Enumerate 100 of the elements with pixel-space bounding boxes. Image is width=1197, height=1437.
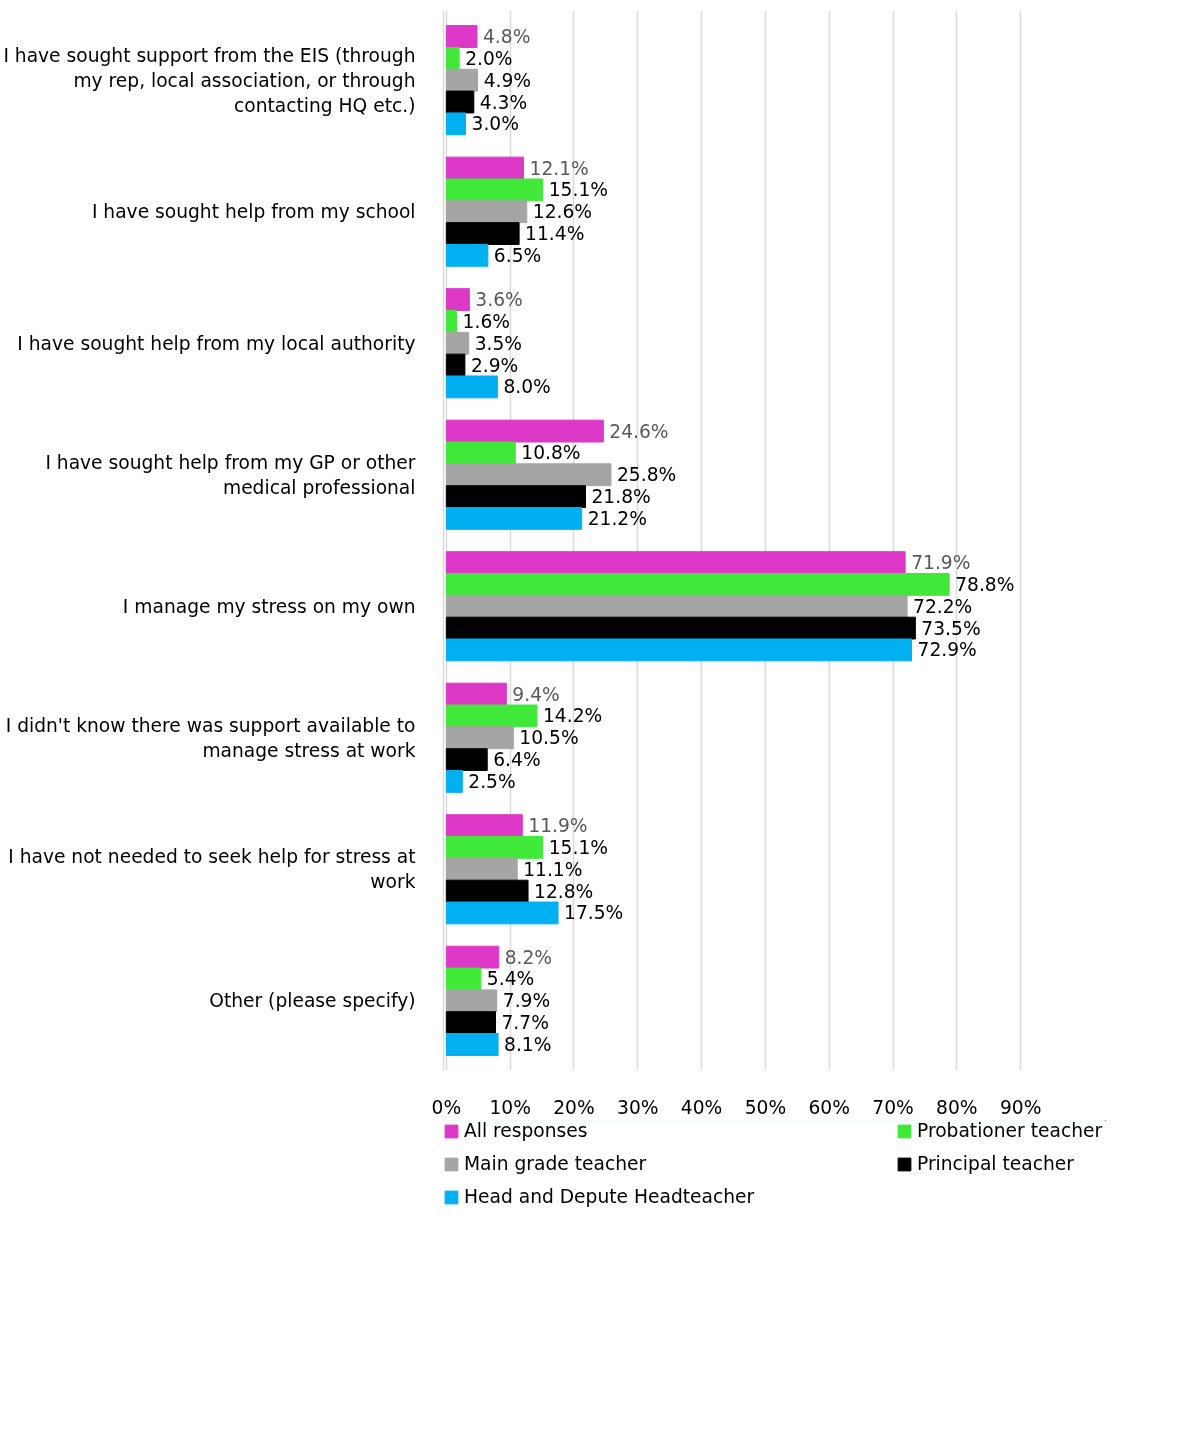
data-label: 12.6%: [532, 201, 593, 223]
data-label: 4.3%: [479, 91, 528, 113]
bar: [445, 90, 475, 114]
data-label: 3.0%: [471, 113, 519, 135]
bar: [445, 1011, 496, 1035]
data-label: 2.5%: [468, 770, 516, 792]
bar: [445, 616, 916, 640]
data-label: 17.5%: [564, 902, 624, 924]
data-label: 15.1%: [548, 179, 608, 201]
data-label: 72.9%: [917, 639, 977, 661]
bar: [445, 331, 470, 355]
y-tick-label: I have sought help from my local authority: [17, 332, 416, 354]
data-label: 21.8%: [591, 486, 651, 508]
y-tick-label: Other (please specify): [209, 990, 416, 1012]
data-label: 73.5%: [921, 617, 981, 639]
x-tick-label: 10%: [489, 1096, 531, 1118]
bar: [445, 441, 516, 465]
legend-label: All responses: [464, 1120, 589, 1141]
bar: [445, 1033, 499, 1056]
bar: [445, 112, 467, 136]
x-tick-label: 0%: [431, 1096, 462, 1118]
data-label: 25.8%: [616, 464, 677, 486]
bar: [445, 594, 908, 618]
bar: [445, 485, 586, 508]
data-label: 11.4%: [525, 223, 585, 245]
bar: [445, 463, 612, 487]
data-label: 21.2%: [587, 507, 647, 529]
data-label: 72.2%: [913, 595, 973, 617]
legend-label: Main grade teacher: [464, 1153, 648, 1174]
x-tick-label: 50%: [744, 1096, 787, 1118]
data-label: 7.9%: [502, 990, 551, 1012]
data-label: 10.5%: [519, 727, 579, 749]
data-label: 78.8%: [955, 573, 1015, 595]
bar: [445, 726, 514, 750]
x-tick-label: 20%: [553, 1096, 595, 1118]
x-tick-label: 60%: [808, 1096, 850, 1118]
x-tick-label: 70%: [872, 1096, 914, 1118]
data-label: 12.8%: [534, 880, 594, 902]
bar: [445, 857, 518, 881]
bar: [445, 704, 538, 728]
data-label: 71.9%: [911, 552, 971, 574]
data-label: 4.9%: [483, 69, 532, 91]
bar: [445, 836, 544, 859]
bar: [445, 814, 523, 838]
bar: [445, 288, 470, 311]
data-label: 11.9%: [528, 815, 588, 837]
bar: [445, 967, 482, 991]
x-tick-label: 90%: [999, 1096, 1042, 1118]
data-label: 11.1%: [523, 858, 583, 880]
data-label: 8.0%: [503, 376, 551, 398]
y-tick-label: I have sought help from my GP or other medical professional: [45, 451, 416, 498]
bar: [445, 353, 466, 377]
data-label: 6.5%: [493, 244, 542, 266]
y-tick-label: I didn't know there was support available to manage stress at work: [5, 714, 416, 761]
data-label: 5.4%: [486, 968, 535, 990]
data-label: 10.8%: [521, 442, 581, 464]
y-tick-label: I manage my stress on my own: [122, 595, 416, 617]
data-label: 8.2%: [504, 946, 553, 968]
bar: [445, 879, 529, 903]
bar: [445, 200, 528, 224]
bar: [445, 243, 489, 267]
bar: [445, 770, 463, 793]
data-label: 12.1%: [529, 157, 589, 179]
bar: [445, 156, 525, 180]
bar: [445, 68, 479, 92]
bar: [445, 178, 544, 202]
data-label: 24.6%: [609, 420, 669, 442]
legend-label: Probationer teacher: [917, 1120, 1104, 1141]
x-tick-label: 30%: [617, 1096, 659, 1118]
data-label: 1.6%: [462, 310, 510, 332]
x-tick-label: 40%: [680, 1096, 723, 1118]
bar: [445, 309, 458, 333]
legend-label: Head and Depute Headteacher: [464, 1186, 756, 1207]
bar: [445, 945, 500, 969]
data-label: 8.1%: [504, 1033, 552, 1055]
bar: [445, 46, 460, 70]
x-tick-label: 80%: [936, 1096, 978, 1118]
data-label: 4.8%: [483, 26, 531, 48]
bar: [445, 506, 583, 530]
data-label: 2.9%: [470, 354, 519, 376]
bar: [445, 748, 488, 772]
bar: [445, 419, 604, 443]
data-label: 15.1%: [548, 836, 608, 858]
bar: [445, 901, 559, 925]
y-tick-label: I have not needed to seek help for stress at work: [8, 846, 416, 893]
legend-label: Principal teacher: [917, 1153, 1075, 1174]
bar: [445, 573, 950, 596]
bar: [445, 551, 906, 575]
data-label: 14.2%: [542, 705, 603, 727]
bar: [445, 222, 520, 245]
bar: [445, 682, 507, 706]
bar: [445, 989, 498, 1013]
data-label: 6.4%: [493, 749, 541, 771]
bar: [445, 638, 913, 662]
bar: [445, 25, 478, 48]
y-tick-label: I have sought support from the EIS (through my rep, local association, or through contacting HQ etc.): [3, 44, 416, 116]
data-label: 3.6%: [475, 289, 523, 311]
data-label: 9.4%: [512, 683, 560, 705]
data-label: 3.5%: [474, 332, 523, 354]
y-tick-label: I have sought help from my school: [91, 201, 416, 223]
